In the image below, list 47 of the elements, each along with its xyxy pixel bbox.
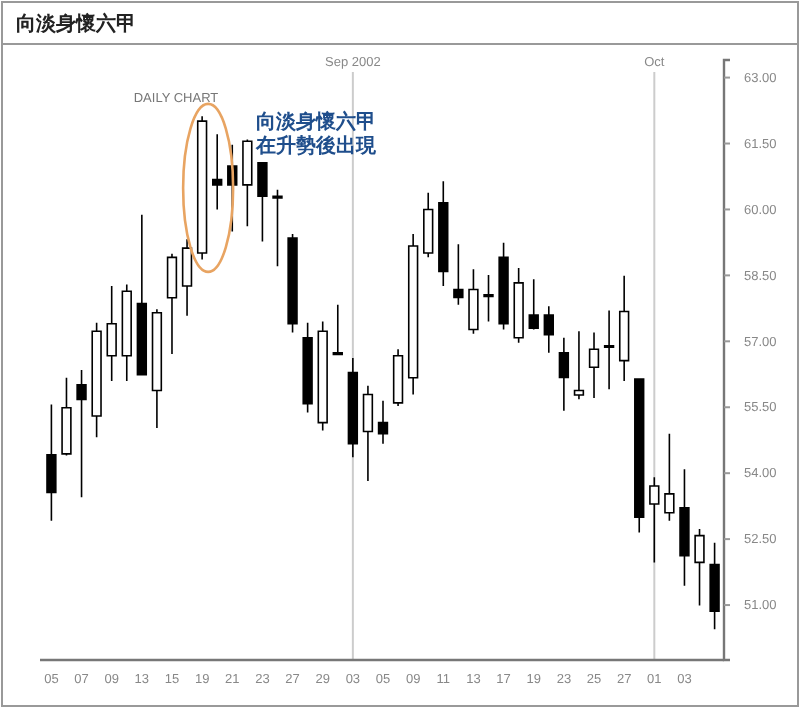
candlestick (317, 320, 328, 432)
candlestick (287, 233, 298, 334)
chart-title: 向淡身懷六甲 (16, 12, 136, 36)
candlestick (558, 337, 570, 412)
candlestick (603, 309, 615, 391)
candlestick (618, 275, 630, 382)
candlestick (438, 180, 449, 287)
candlestick (181, 238, 193, 317)
candlestick (76, 369, 87, 499)
candlestick (136, 213, 148, 376)
candlestick (528, 278, 539, 331)
candlestick (151, 308, 163, 429)
candlestick (453, 243, 464, 306)
candlestick (212, 133, 223, 211)
candlestick (332, 304, 343, 356)
candlestick (468, 268, 479, 335)
candlestick (423, 191, 434, 259)
candlestick (106, 285, 117, 382)
candlestick (664, 432, 675, 522)
candlestick (407, 233, 419, 396)
candlestick (709, 541, 720, 631)
candlestick (121, 283, 132, 382)
candlestick (362, 384, 374, 482)
candlestick (347, 357, 359, 459)
candlestick (91, 322, 102, 438)
candlestick (694, 528, 705, 607)
candlestick (483, 274, 494, 323)
candlestick (513, 267, 524, 344)
candlestick (302, 322, 313, 414)
candlestick (196, 115, 208, 261)
candlestick (649, 476, 660, 564)
candlestick (46, 403, 57, 522)
candlestick (634, 378, 645, 534)
annotation: 向淡身懷六甲 (256, 110, 376, 134)
candlestick (377, 399, 389, 445)
candlestick (679, 468, 690, 587)
candlestick (61, 377, 72, 457)
candlestick (272, 188, 283, 267)
candlestick (257, 162, 268, 243)
candlestick (573, 330, 585, 401)
candlestick (242, 138, 253, 227)
annotation: 在升勢後出現 (254, 134, 378, 158)
candlestick (588, 331, 600, 399)
candlestick (543, 305, 554, 354)
candlestick (166, 253, 178, 355)
candlestick (498, 242, 509, 331)
candlestick (392, 348, 404, 407)
